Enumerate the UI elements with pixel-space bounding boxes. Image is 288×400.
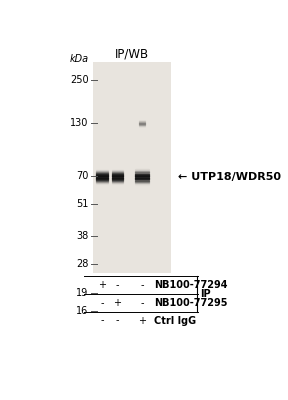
Text: IP/WB: IP/WB	[115, 48, 149, 61]
Text: +: +	[98, 280, 106, 290]
Text: 19: 19	[76, 288, 88, 298]
Text: -: -	[140, 298, 144, 308]
Text: kDa: kDa	[69, 54, 88, 64]
Text: 51: 51	[76, 198, 88, 208]
Text: -: -	[140, 280, 144, 290]
Text: 70: 70	[76, 171, 88, 181]
Text: NB100-77294: NB100-77294	[154, 280, 228, 290]
Text: -: -	[100, 298, 104, 308]
Text: +: +	[138, 316, 146, 326]
Text: Ctrl IgG: Ctrl IgG	[154, 316, 196, 326]
Text: IP: IP	[200, 289, 211, 299]
Text: 28: 28	[76, 259, 88, 269]
Text: 250: 250	[70, 75, 88, 85]
Text: ← UTP18/WDR50: ← UTP18/WDR50	[178, 172, 281, 182]
Text: 38: 38	[76, 231, 88, 241]
Text: -: -	[116, 316, 119, 326]
Text: 16: 16	[76, 306, 88, 316]
Text: 130: 130	[70, 118, 88, 128]
Text: +: +	[113, 298, 122, 308]
Text: NB100-77295: NB100-77295	[154, 298, 228, 308]
Text: -: -	[100, 316, 104, 326]
Text: -: -	[116, 280, 119, 290]
Bar	[93, 62, 171, 273]
